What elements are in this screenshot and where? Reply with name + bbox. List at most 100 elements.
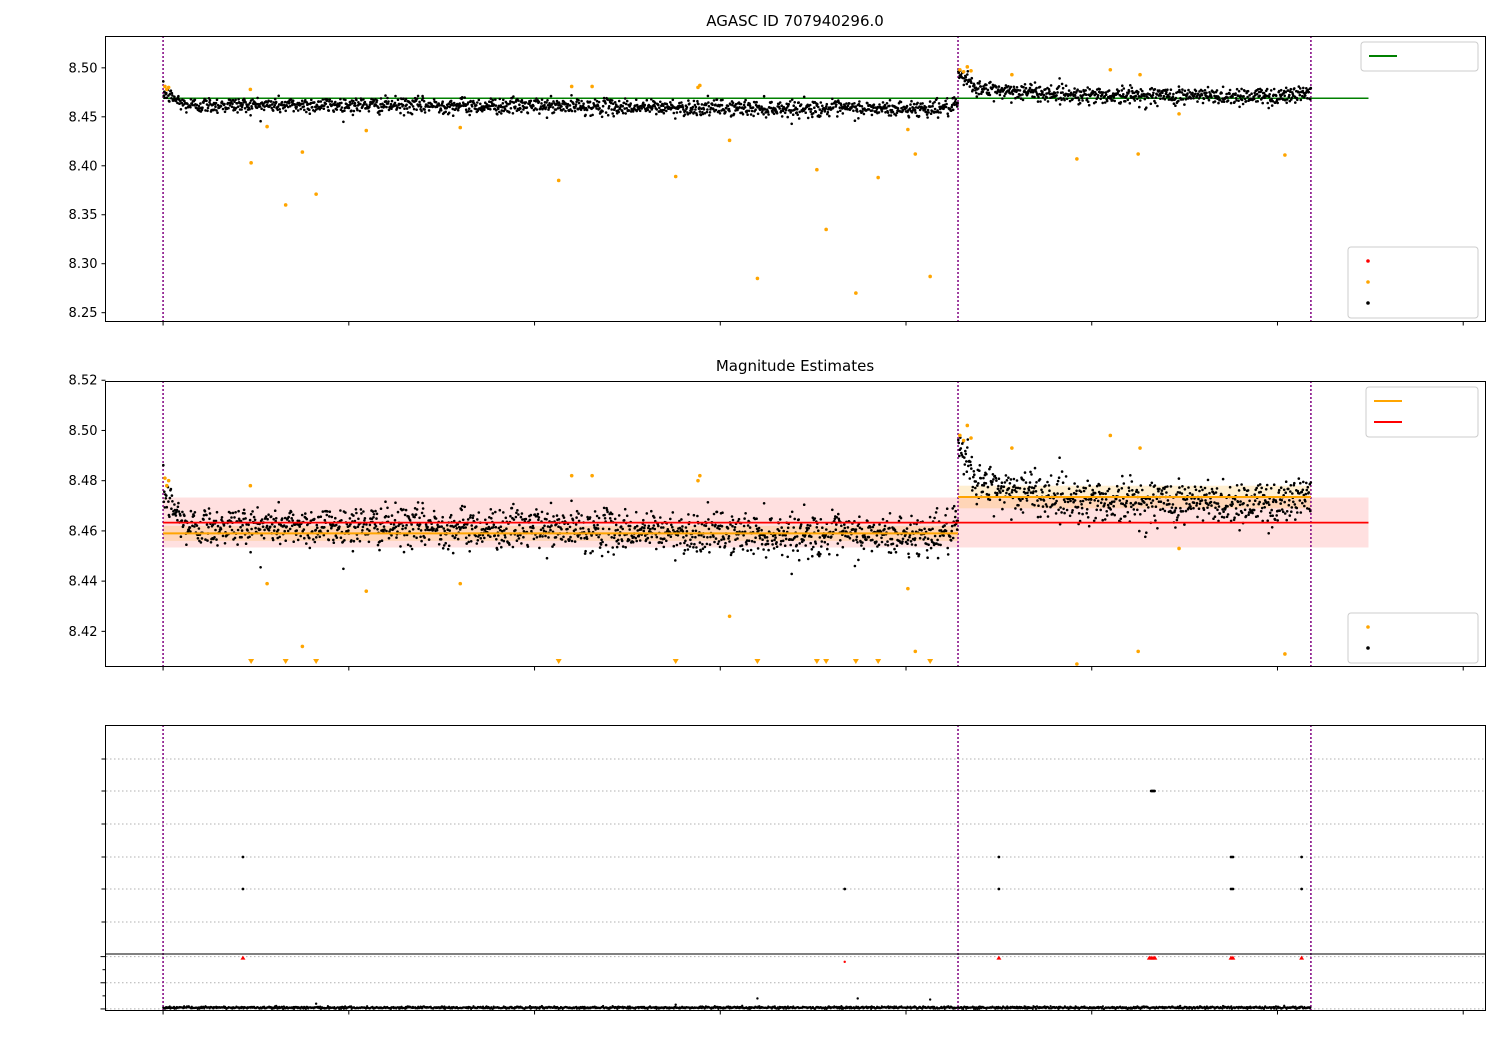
ok-point — [1234, 92, 1237, 95]
ok-point — [691, 529, 695, 533]
ok-point — [943, 524, 946, 527]
ok-point — [936, 538, 939, 542]
ok-point — [621, 111, 625, 115]
highlighted-point — [283, 203, 288, 207]
ok-point — [352, 99, 355, 103]
highlighted-point — [569, 473, 574, 478]
ok-point — [532, 526, 535, 530]
ok-point — [356, 108, 359, 112]
ok-point — [631, 110, 635, 113]
ok-point — [1281, 510, 1285, 514]
ok-point — [950, 529, 953, 533]
ok-point — [665, 109, 668, 113]
ok-point — [168, 515, 171, 519]
ok-point — [1251, 511, 1254, 515]
ok-point — [270, 106, 274, 110]
ok-point — [1025, 499, 1029, 502]
ok-point — [170, 97, 173, 100]
ok-point — [353, 101, 357, 105]
ok-point — [1252, 97, 1256, 101]
ok-point — [282, 103, 286, 107]
ok-point — [503, 529, 506, 532]
ok-point — [312, 538, 315, 541]
ok-point — [975, 502, 979, 506]
ok-point — [718, 545, 722, 549]
ok-point — [878, 103, 881, 106]
ok-point — [791, 549, 795, 552]
ok-point — [476, 539, 480, 542]
ok-point — [1044, 484, 1047, 487]
ok-point — [376, 543, 380, 547]
ok-point — [1079, 90, 1083, 93]
ok-point — [1216, 502, 1220, 505]
ok-point — [645, 512, 649, 515]
ok-point — [968, 477, 972, 480]
ok-point — [447, 111, 451, 115]
ok-point — [1039, 498, 1043, 501]
ok-point — [313, 517, 316, 521]
ok-point — [415, 508, 419, 511]
ok-point — [1109, 97, 1112, 100]
ok-point — [230, 100, 233, 104]
ok-point — [446, 105, 450, 108]
ok-point — [546, 99, 549, 102]
ok-point — [1266, 101, 1269, 105]
ok-point — [675, 111, 679, 114]
ok-point — [733, 528, 736, 532]
ok-point — [1277, 491, 1280, 494]
ok-point — [799, 523, 803, 526]
ok-point — [432, 98, 436, 101]
ok-point — [1292, 500, 1295, 504]
ok-point — [603, 517, 607, 520]
ok-point — [843, 523, 846, 526]
ok-point — [1152, 493, 1155, 496]
ok-point — [390, 99, 394, 103]
ok-point — [699, 550, 703, 553]
ok-point — [970, 76, 974, 80]
ok-point — [363, 100, 367, 104]
ok-point — [585, 108, 589, 112]
ok-point — [896, 107, 900, 110]
ok-point — [552, 543, 556, 546]
ok-point — [867, 535, 871, 539]
ok-point — [1252, 503, 1255, 506]
ok-point — [969, 460, 972, 464]
ok-point — [950, 105, 953, 109]
ok-point — [1033, 466, 1037, 470]
ok-point — [758, 536, 762, 540]
ok-point — [966, 70, 970, 73]
ok-point — [1299, 481, 1302, 485]
ok-point — [1033, 503, 1036, 507]
ok-point — [418, 516, 421, 520]
ok-point — [1159, 94, 1163, 97]
ok-point — [1096, 499, 1100, 503]
ok-point — [1015, 479, 1019, 482]
highlighted-point — [673, 174, 678, 179]
ok-point — [1213, 94, 1216, 98]
ok-point — [191, 103, 194, 107]
ok-point — [1151, 505, 1154, 508]
ok-point — [273, 525, 277, 528]
ok-point — [792, 526, 795, 529]
ok-point — [1045, 505, 1049, 508]
y-tick-label: 8.50 — [69, 424, 98, 439]
ok-point — [1134, 94, 1138, 98]
ok-point — [880, 540, 884, 544]
ok-point — [1296, 511, 1299, 514]
ok-point — [1126, 98, 1130, 102]
ok-point — [330, 515, 334, 519]
ok-point — [1188, 91, 1192, 94]
highlighted-point — [590, 473, 594, 478]
ok-point — [728, 540, 731, 543]
ok-point — [996, 491, 999, 495]
ok-point — [1279, 502, 1282, 505]
ok-point — [216, 103, 220, 107]
ok-point — [579, 108, 583, 112]
ok-point — [332, 110, 336, 113]
ok-point — [757, 529, 760, 532]
ok-point — [560, 538, 564, 541]
ok-point — [1030, 473, 1033, 476]
ok-point — [1104, 93, 1108, 96]
ok-point — [819, 518, 823, 521]
ok-point — [584, 549, 587, 553]
